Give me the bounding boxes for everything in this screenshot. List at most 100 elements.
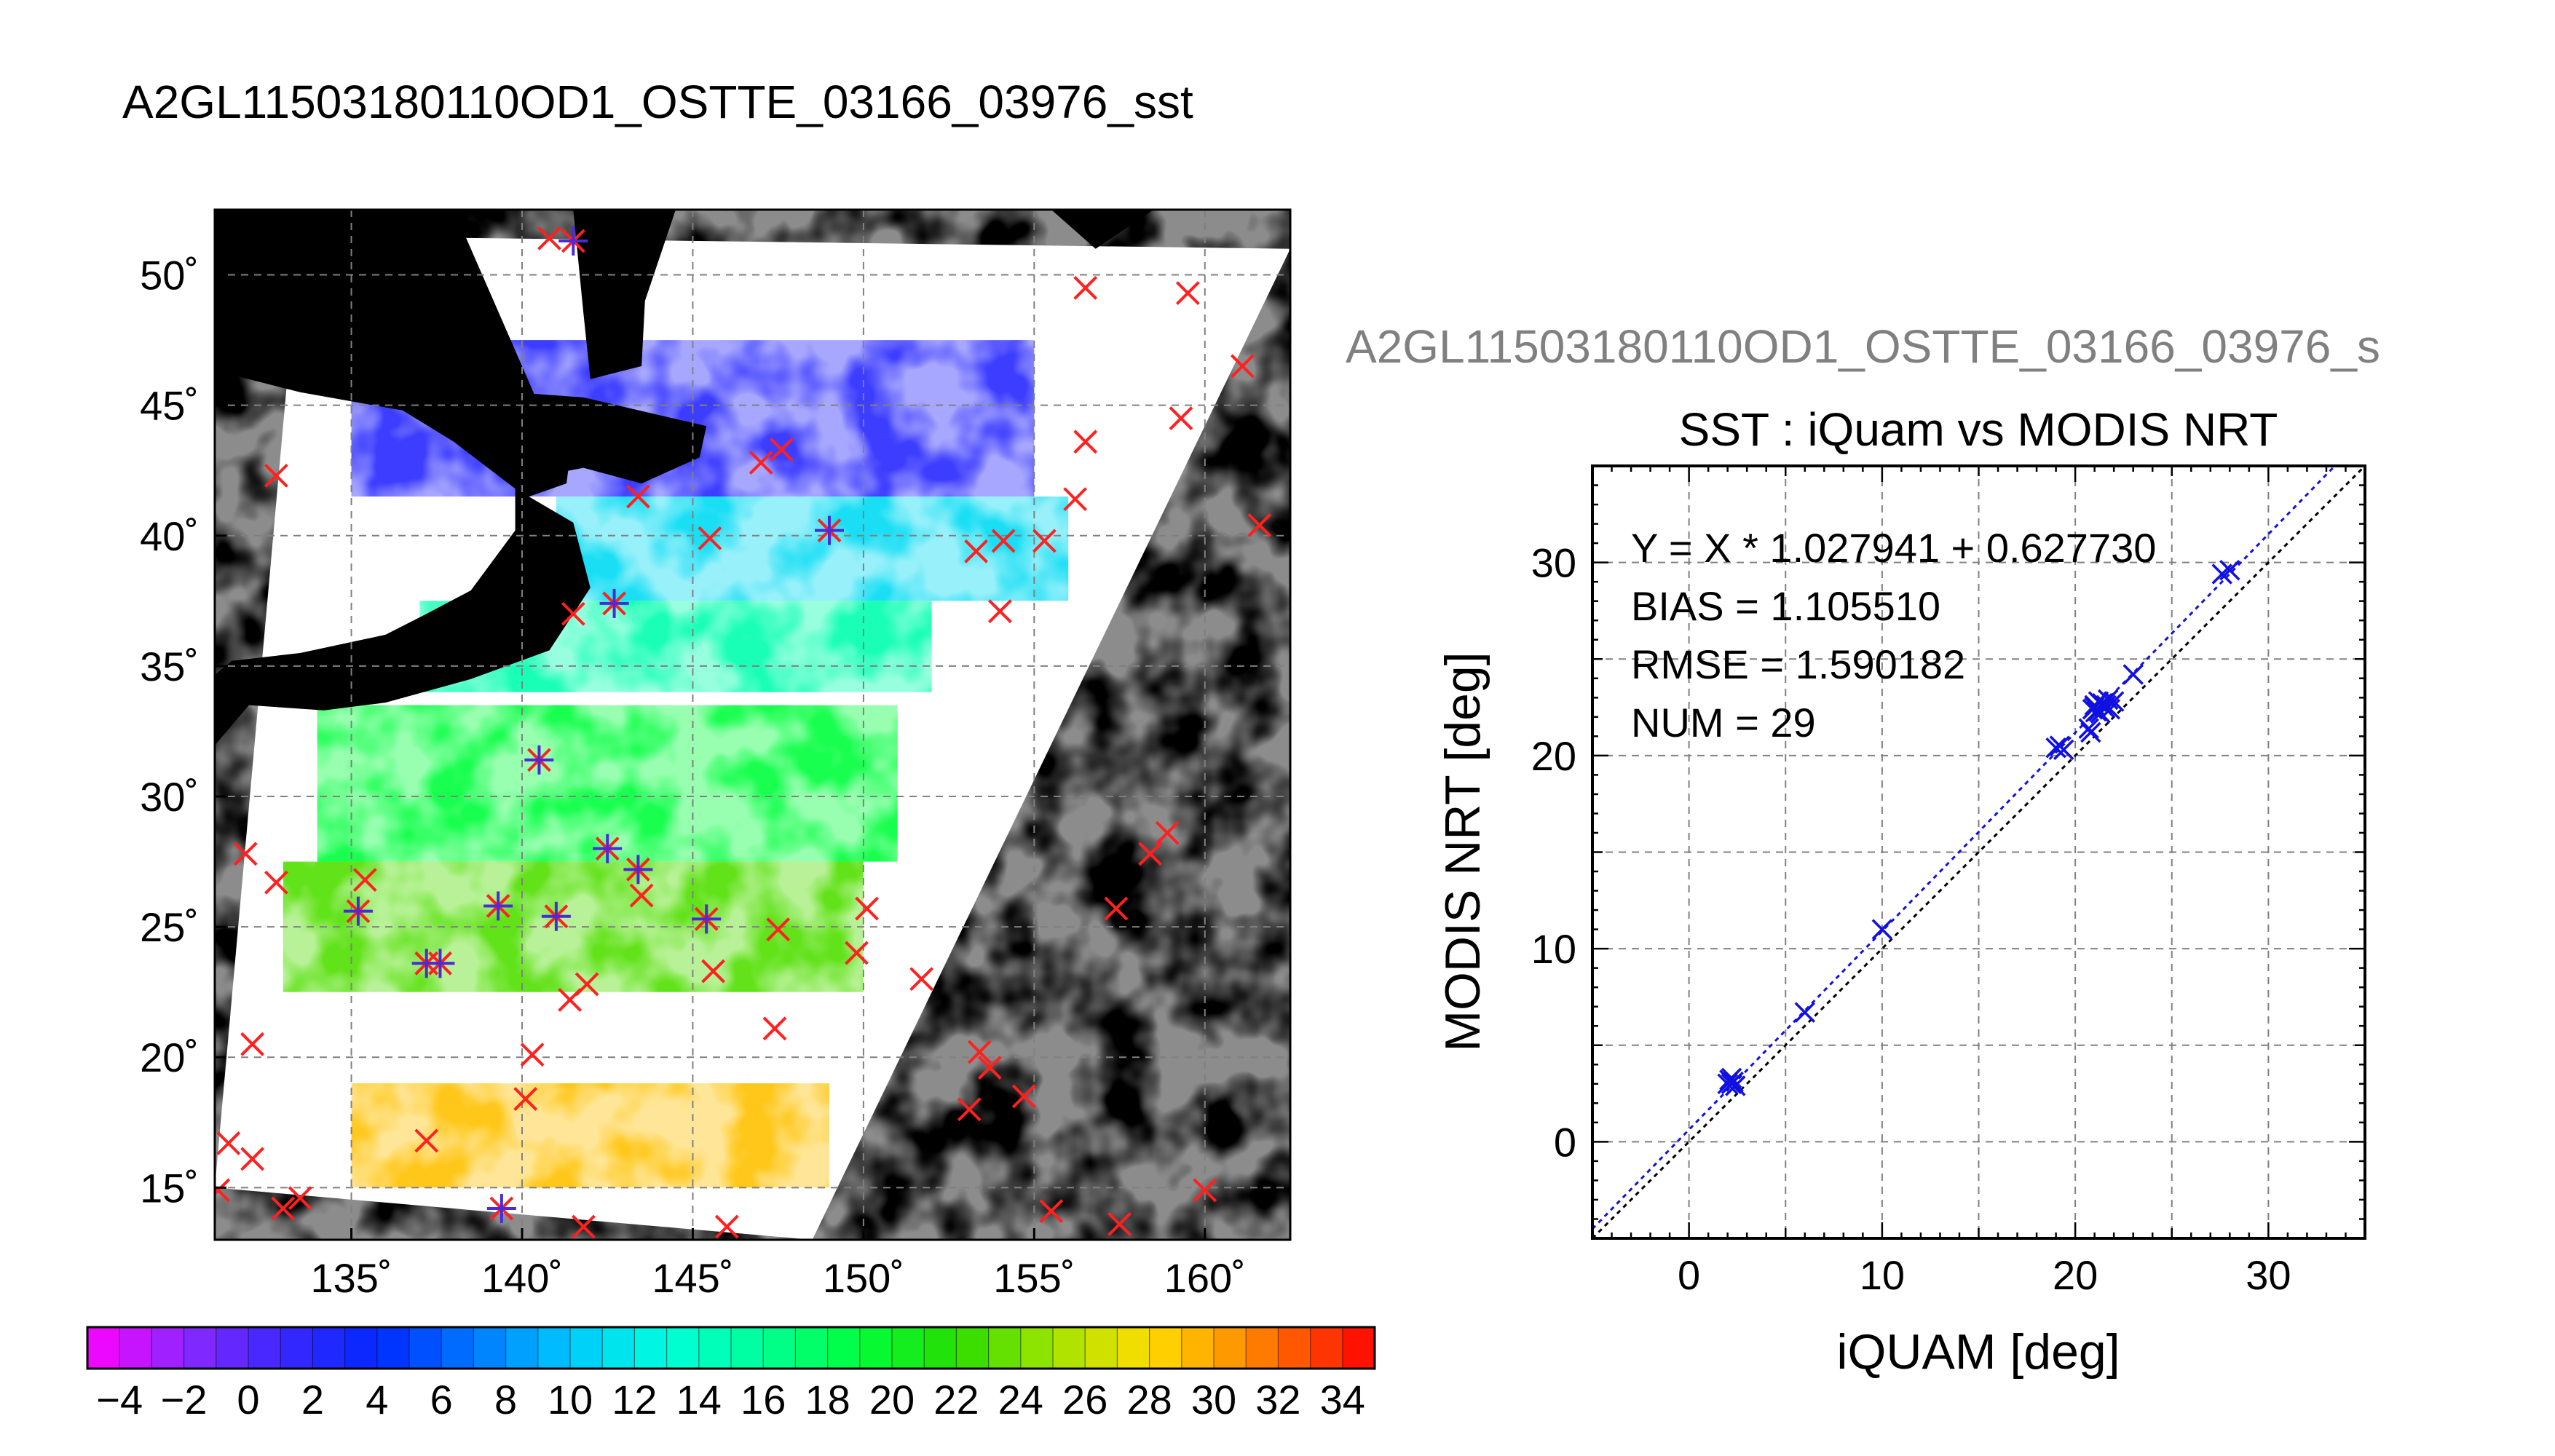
scatter-point bbox=[2088, 700, 2109, 722]
colorbar-cell bbox=[87, 1327, 120, 1369]
colorbar-cells bbox=[87, 1327, 1375, 1369]
colorbar-tick-label: 22 bbox=[933, 1377, 979, 1423]
insitu-unmatched-marker bbox=[1175, 281, 1200, 306]
colorbar-cell bbox=[1181, 1327, 1215, 1369]
scatter-point bbox=[2097, 689, 2119, 711]
insitu-unmatched-marker bbox=[1247, 513, 1272, 537]
insitu-unmatched-marker bbox=[769, 438, 794, 462]
insitu-unmatched-marker bbox=[762, 1016, 787, 1041]
insitu-unmatched-marker bbox=[571, 1214, 596, 1239]
insitu-unmatched-marker bbox=[561, 601, 585, 626]
insitu-unmatched-marker bbox=[1193, 1178, 1217, 1203]
insitu-unmatched-marker bbox=[352, 868, 377, 893]
insitu-markers bbox=[215, 226, 1272, 1239]
colorbar-cell bbox=[859, 1327, 893, 1369]
insitu-unmatched-marker bbox=[233, 842, 258, 866]
insitu-unmatched-marker bbox=[414, 1128, 439, 1153]
colorbar-tick-label: 8 bbox=[494, 1377, 517, 1423]
scatter-file-title: A2GL11503180110OD1_OSTTE_03166_03976_s bbox=[1346, 320, 2380, 373]
colorbar-tick-label: 0 bbox=[237, 1377, 259, 1423]
scatter-point bbox=[1719, 1069, 1740, 1091]
insitu-unmatched-marker bbox=[701, 959, 725, 984]
insitu-unmatched-marker bbox=[1073, 430, 1098, 454]
map-lat-tick-label: 30˚ bbox=[140, 774, 199, 820]
scatter-x-tick-label: 0 bbox=[1678, 1252, 1700, 1298]
colorbar-cell bbox=[892, 1327, 925, 1369]
insitu-unmatched-marker bbox=[957, 1097, 982, 1122]
scatter-point bbox=[2078, 718, 2099, 739]
stats-rmse: RMSE = 1.590182 bbox=[1631, 641, 1965, 687]
insitu-unmatched-marker bbox=[240, 1032, 264, 1056]
scatter-point bbox=[2219, 559, 2240, 581]
colorbar-cell bbox=[376, 1327, 410, 1369]
insitu-unmatched-marker bbox=[714, 1214, 739, 1239]
colorbar-cell bbox=[537, 1327, 571, 1369]
insitu-unmatched-marker bbox=[264, 463, 288, 488]
colorbar-cell bbox=[634, 1327, 668, 1369]
map-lat-tick-label: 25˚ bbox=[140, 904, 199, 950]
insitu-unmatched-marker bbox=[845, 941, 869, 965]
insitu-unmatched-marker bbox=[520, 1042, 545, 1067]
colorbar-tick-label: 20 bbox=[869, 1377, 915, 1423]
colorbar-cell bbox=[1149, 1327, 1182, 1369]
insitu-unmatched-marker bbox=[1107, 1212, 1132, 1236]
scatter-point bbox=[2049, 735, 2071, 756]
colorbar-tick-label: 28 bbox=[1126, 1377, 1172, 1423]
insitu-unmatched-marker bbox=[855, 896, 879, 921]
colorbar-cell bbox=[473, 1327, 507, 1369]
insitu-unmatched-marker bbox=[1104, 896, 1129, 921]
colorbar-cell bbox=[988, 1327, 1022, 1369]
insitu-unmatched-marker bbox=[1032, 529, 1057, 553]
stats-bias: BIAS = 1.105510 bbox=[1631, 583, 1940, 629]
colorbar-cell bbox=[1020, 1327, 1054, 1369]
insitu-unmatched-marker bbox=[271, 1196, 296, 1221]
colorbar-cell bbox=[312, 1327, 346, 1369]
stats-equation: Y = X * 1.027941 + 0.627730 bbox=[1631, 525, 2156, 571]
scatter-y-tick-label: 20 bbox=[1531, 733, 1576, 779]
scatter-point bbox=[2122, 664, 2144, 685]
colorbar-cell bbox=[795, 1327, 829, 1369]
scatter-point bbox=[1717, 1073, 1738, 1095]
colorbar-cell bbox=[924, 1327, 957, 1369]
land-mask bbox=[215, 210, 1154, 745]
insitu-unmatched-marker bbox=[216, 1131, 241, 1155]
scatter-point bbox=[1721, 1073, 1742, 1095]
colorbar-cell bbox=[1278, 1327, 1311, 1369]
insitu-unmatched-marker bbox=[558, 988, 583, 1012]
insitu-unmatched-marker bbox=[698, 526, 722, 550]
one-to-one-line bbox=[1592, 466, 2365, 1238]
main-title: A2GL11503180110OD1_OSTTE_03166_03976_sst bbox=[122, 76, 1193, 128]
map-lat-tick-label: 15˚ bbox=[140, 1165, 199, 1211]
map-lat-tick-label: 35˚ bbox=[140, 644, 199, 689]
colorbar-cell bbox=[1246, 1327, 1279, 1369]
insitu-unmatched-marker bbox=[1138, 842, 1163, 866]
scatter-point bbox=[1794, 1002, 1816, 1023]
scatter-point bbox=[2103, 691, 2125, 712]
map-lat-tick-label: 50˚ bbox=[140, 253, 199, 298]
colorbar-cell bbox=[1214, 1327, 1247, 1369]
map-grid bbox=[215, 210, 1290, 1240]
map-lon-tick-label: 160˚ bbox=[1164, 1255, 1246, 1301]
colorbar-cell bbox=[505, 1327, 539, 1369]
stats-box: Y = X * 1.027941 + 0.627730 BIAS = 1.105… bbox=[1631, 525, 2156, 745]
colorbar-tick-label: 32 bbox=[1255, 1377, 1300, 1423]
insitu-unmatched-marker bbox=[629, 883, 654, 908]
colorbar-tick-label: 16 bbox=[741, 1377, 786, 1423]
colorbar-cell bbox=[698, 1327, 732, 1369]
colorbar-tick-label: 14 bbox=[676, 1377, 722, 1423]
insitu-unmatched-marker bbox=[288, 1186, 312, 1211]
map-frame bbox=[213, 208, 1292, 1241]
scatter-y-tick-label: 0 bbox=[1554, 1119, 1576, 1165]
stats-num: NUM = 29 bbox=[1631, 700, 1816, 745]
colorbar-cell bbox=[1053, 1327, 1086, 1369]
insitu-unmatched-marker bbox=[909, 967, 934, 992]
colorbar-cell bbox=[956, 1327, 990, 1369]
colorbar-cell bbox=[731, 1327, 764, 1369]
land-polygon bbox=[1051, 210, 1154, 249]
insitu-unmatched-marker bbox=[988, 599, 1012, 624]
land-polygon bbox=[511, 392, 707, 484]
map-lat-tick-label: 20˚ bbox=[140, 1034, 199, 1080]
scatter-x-tick-label: 30 bbox=[2246, 1252, 2291, 1298]
insitu-unmatched-marker bbox=[766, 917, 791, 942]
colorbar-tick-label: 4 bbox=[366, 1377, 388, 1423]
